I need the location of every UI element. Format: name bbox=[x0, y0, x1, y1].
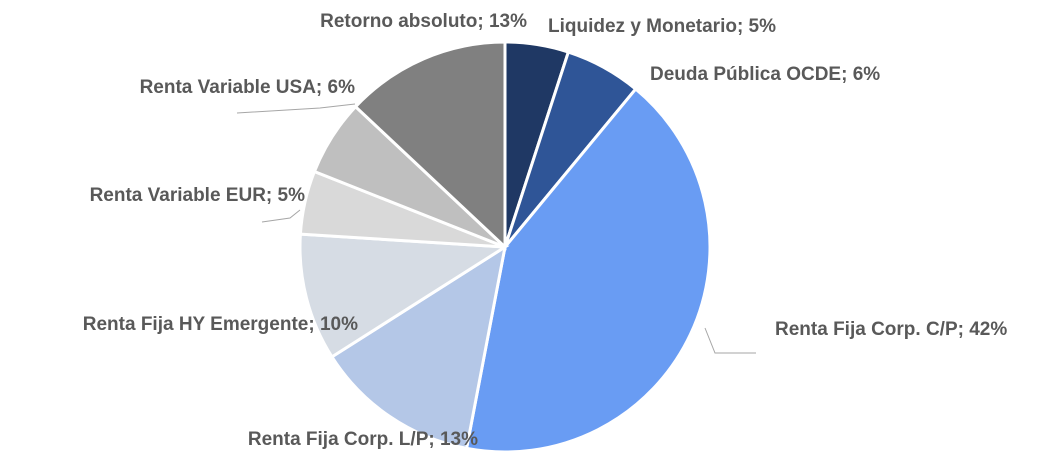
leader-line bbox=[261, 209, 301, 223]
slice-label: Liquidez y Monetario; 5% bbox=[548, 16, 776, 37]
pie-slice bbox=[353, 40, 507, 251]
slice-label: Renta Fija Corp. L/P; 13% bbox=[248, 429, 478, 450]
leader-line bbox=[704, 327, 756, 354]
slice-label: Renta Fija HY Emergente; 10% bbox=[83, 314, 358, 335]
slice-label: Renta Variable USA; 6% bbox=[140, 77, 356, 98]
slice-label: Renta Fija Corp. C/P; 42% bbox=[775, 319, 1007, 340]
pie-slice bbox=[464, 86, 712, 454]
slice-label: Retorno absoluto; 13% bbox=[320, 11, 527, 32]
pie-slice bbox=[329, 243, 508, 451]
leader-line bbox=[236, 103, 356, 114]
slice-label: Deuda Pública OCDE; 6% bbox=[650, 64, 880, 85]
slice-label: Renta Variable EUR; 5% bbox=[90, 185, 306, 206]
pie-slice bbox=[298, 232, 510, 359]
